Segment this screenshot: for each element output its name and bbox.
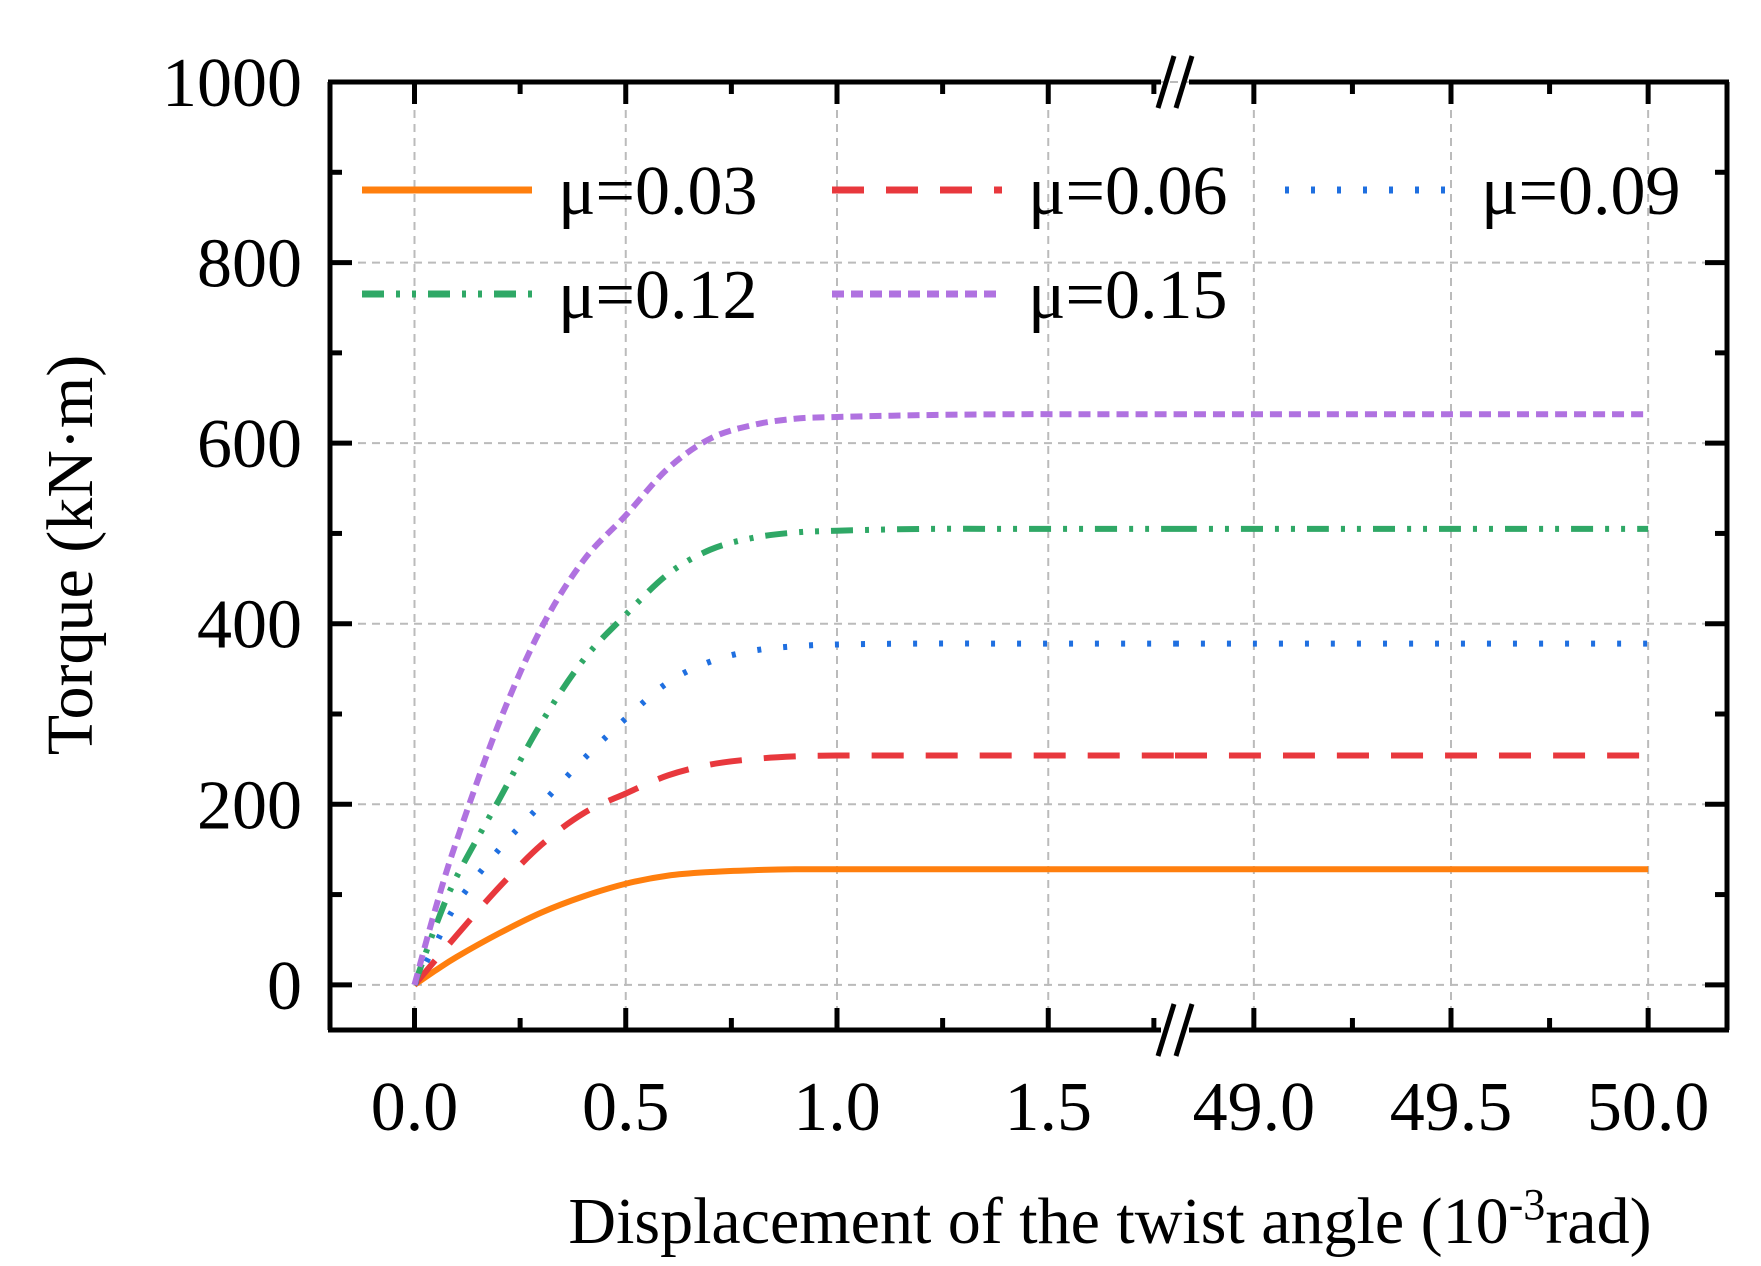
series-line-2-part-1 [412, 752, 1175, 987]
series-line-3-part-1 [411, 640, 1175, 987]
series-lines [411, 411, 1649, 988]
axis-break-mark-top [1173, 55, 1195, 109]
y-tick-label: 600 [197, 406, 302, 483]
grid [330, 81, 1727, 1030]
legend-item-1: μ=0.03 [362, 153, 758, 230]
y-axis-title: Torque (kN·m) [34, 355, 107, 755]
x-tick-label: 0.5 [582, 1069, 670, 1146]
axes: 0 200 400 600 800 1000 0.0 0.5 1.0 1.5 49.0 49.5 50.… [162, 45, 1730, 1146]
series-line-5-part-1 [411, 411, 1175, 986]
legend-item-2: μ=0.06 [832, 153, 1228, 230]
series-2 [412, 752, 1649, 987]
y-tick-label: 800 [197, 226, 302, 303]
series-line-1-part-1 [412, 866, 1175, 988]
series-3 [411, 640, 1649, 987]
legend-label: μ=0.12 [558, 257, 758, 334]
legend-item-3: μ=0.09 [1285, 153, 1681, 230]
legend-item-4: μ=0.12 [362, 257, 758, 334]
series-line-4-part-1 [411, 525, 1175, 986]
y-tick-label: 0 [267, 948, 302, 1025]
y-tick-label: 400 [197, 587, 302, 664]
x-tick-label: 1.0 [793, 1069, 881, 1146]
x-tick-label: 50.0 [1587, 1069, 1710, 1146]
x-tick-label: 49.0 [1193, 1069, 1316, 1146]
axis-break-mark-top [1155, 55, 1177, 109]
legend-label: μ=0.03 [558, 153, 758, 230]
labels: Displacement of the twist angle (10-3rad… [34, 355, 1652, 1258]
series-1 [412, 866, 1649, 988]
series-5 [411, 411, 1649, 986]
legend-label: μ=0.09 [1481, 153, 1681, 230]
x-tick-label: 49.5 [1390, 1069, 1513, 1146]
x-axis-title-exponent: -3 [1509, 1180, 1546, 1229]
legend-label: μ=0.15 [1028, 257, 1228, 334]
series-4 [411, 525, 1649, 986]
y-tick-label: 200 [197, 767, 302, 844]
x-axis-title: Displacement of the twist angle (10-3rad… [568, 1180, 1651, 1258]
axis-break-mark-bottom [1173, 1003, 1195, 1057]
y-tick-label: 1000 [162, 45, 302, 122]
legend: μ=0.03 μ=0.06 μ=0.09 μ=0.12 μ=0.15 [362, 153, 1681, 334]
legend-item-5: μ=0.15 [832, 257, 1228, 334]
axis-break-mark-bottom [1155, 1003, 1177, 1057]
legend-label: μ=0.06 [1028, 153, 1228, 230]
x-tick-label: 1.5 [1005, 1069, 1093, 1146]
x-tick-label: 0.0 [371, 1069, 459, 1146]
